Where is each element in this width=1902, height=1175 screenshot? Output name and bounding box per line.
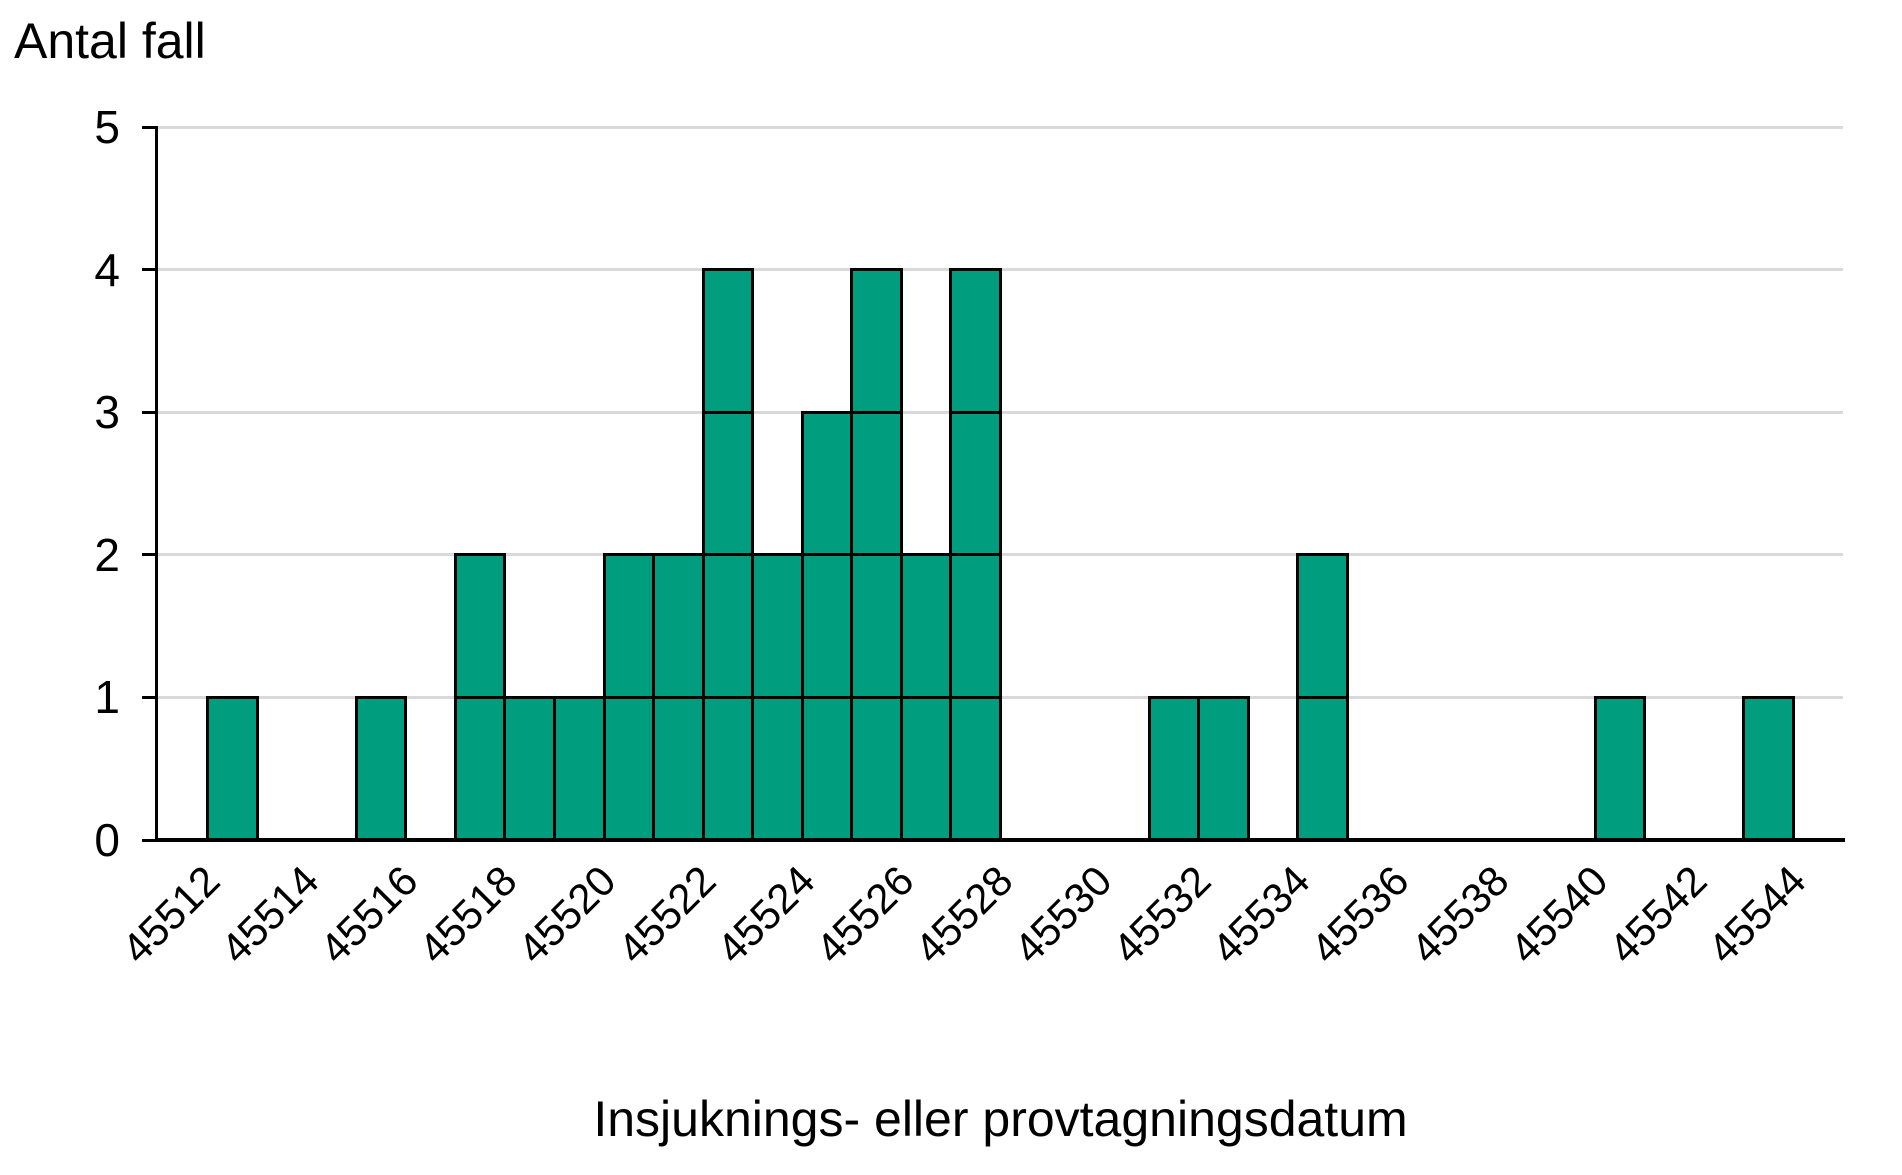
- x-tick-label: 45520: [509, 856, 626, 973]
- bar-45525-unit: [800, 695, 854, 842]
- bar-45528-unit: [949, 410, 1002, 557]
- x-tick-label: 45534: [1203, 856, 1319, 973]
- x-tick-label: 45532: [1103, 856, 1220, 973]
- y-tick-mark: [142, 410, 156, 414]
- bar-45526-unit: [850, 695, 903, 842]
- bar-45519-unit: [503, 695, 556, 842]
- bar-45527-unit: [899, 695, 953, 842]
- x-tick-label: 45514: [211, 856, 328, 973]
- bar-45528-unit: [949, 695, 1002, 842]
- x-tick-label: 45530: [1004, 856, 1121, 973]
- y-tick-mark: [142, 125, 156, 129]
- bar-45522-unit: [652, 695, 705, 842]
- y-tick-label: 5: [94, 101, 120, 153]
- gridline: [158, 125, 1843, 129]
- bar-45535-unit: [1296, 553, 1349, 699]
- x-tick-label: 45540: [1500, 856, 1617, 973]
- y-axis-line: [155, 125, 158, 842]
- x-tick-label: 45528: [905, 856, 1022, 973]
- bar-45528-unit: [949, 553, 1002, 699]
- bar-45535-unit: [1296, 695, 1349, 842]
- bar-45533-unit: [1197, 695, 1250, 842]
- bar-45521-unit: [602, 553, 656, 699]
- x-tick-label: 45524: [707, 856, 824, 973]
- bar-45524-unit: [751, 553, 804, 699]
- x-tick-label: 45526: [806, 856, 923, 973]
- bar-45541-unit: [1593, 695, 1647, 842]
- bar-45523-unit: [701, 553, 755, 699]
- bar-45520-unit: [552, 695, 606, 842]
- y-tick-label: 2: [94, 528, 120, 581]
- bar-45518-unit: [453, 695, 507, 842]
- bar-45522-unit: [652, 553, 705, 699]
- y-tick-mark: [142, 695, 156, 699]
- x-axis-line: [155, 838, 1845, 842]
- bar-45523-unit: [701, 410, 755, 557]
- bar-45526-unit: [850, 410, 903, 557]
- chart-title: Antal fall: [14, 13, 206, 69]
- x-tick-label: 45518: [410, 856, 526, 973]
- bar-45526-unit: [850, 268, 903, 414]
- x-tick-label: 45538: [1401, 856, 1518, 973]
- y-tick-mark: [142, 838, 156, 842]
- y-tick-label: 0: [94, 814, 120, 866]
- bar-45523-unit: [701, 268, 755, 414]
- y-tick-label: 1: [94, 671, 120, 724]
- bar-45518-unit: [453, 553, 507, 699]
- bar-45544-unit: [1742, 695, 1795, 842]
- bar-45513-unit: [206, 695, 259, 842]
- bar-45526-unit: [850, 553, 903, 699]
- x-axis-title: Insjuknings- eller provtagningsdatum: [593, 1091, 1408, 1147]
- bar-45527-unit: [899, 553, 953, 699]
- bar-45516-unit: [354, 695, 408, 842]
- y-tick-mark: [142, 268, 156, 272]
- bar-45525-unit: [800, 410, 854, 557]
- x-tick-label: 45512: [112, 856, 229, 973]
- bar-45528-unit: [949, 268, 1002, 414]
- bar-45532-unit: [1147, 695, 1201, 842]
- y-tick-label: 3: [94, 386, 120, 439]
- y-tick-mark: [142, 553, 156, 557]
- bar-45525-unit: [800, 553, 854, 699]
- bar-45524-unit: [751, 695, 804, 842]
- x-tick-label: 45522: [608, 856, 725, 973]
- bar-45521-unit: [602, 695, 656, 842]
- bar-45523-unit: [701, 695, 755, 842]
- x-tick-label: 45516: [311, 856, 427, 973]
- y-tick-label: 4: [94, 243, 120, 296]
- x-tick-label: 45542: [1599, 856, 1716, 973]
- x-tick-label: 45536: [1302, 856, 1419, 973]
- x-tick-label: 45544: [1698, 856, 1815, 973]
